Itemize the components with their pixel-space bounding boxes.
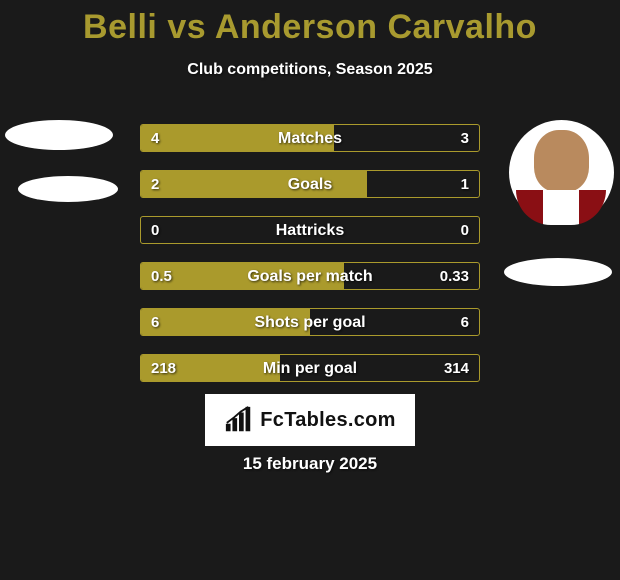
title-player2: Anderson Carvalho bbox=[215, 8, 537, 46]
bar-row: 4Matches3 bbox=[140, 124, 480, 152]
page-title: Belli vs Anderson Carvalho bbox=[0, 0, 620, 47]
bar-row: 218Min per goal314 bbox=[140, 354, 480, 382]
comparison-bars: 4Matches3 2Goals1 0Hattricks0 0.5Goals per … bbox=[140, 124, 480, 400]
bar-row: 2Goals1 bbox=[140, 170, 480, 198]
bar-row: 6Shots per goal6 bbox=[140, 308, 480, 336]
bar-label: Goals bbox=[141, 171, 479, 198]
bar-label: Hattricks bbox=[141, 217, 479, 244]
bar-value-right: 0 bbox=[461, 217, 469, 244]
bar-label: Goals per match bbox=[141, 263, 479, 290]
bar-row: 0Hattricks0 bbox=[140, 216, 480, 244]
bar-label: Shots per goal bbox=[141, 309, 479, 336]
avatar-left-ellipse-2 bbox=[18, 176, 118, 202]
date: 15 february 2025 bbox=[0, 454, 620, 474]
avatar-right-head bbox=[534, 130, 589, 192]
bar-value-right: 6 bbox=[461, 309, 469, 336]
avatar-right-ellipse bbox=[504, 258, 612, 286]
bar-value-right: 3 bbox=[461, 125, 469, 152]
logo-icon bbox=[224, 406, 254, 434]
subtitle: Club competitions, Season 2025 bbox=[0, 61, 620, 79]
logo-box: FcTables.com bbox=[205, 394, 415, 446]
title-vs: vs bbox=[167, 8, 206, 46]
avatar-right-jersey bbox=[516, 190, 606, 225]
bar-value-right: 1 bbox=[461, 171, 469, 198]
logo-text: FcTables.com bbox=[260, 409, 396, 432]
avatar-left-ellipse-1 bbox=[5, 120, 113, 150]
bar-label: Min per goal bbox=[141, 355, 479, 382]
avatar-right bbox=[509, 120, 614, 225]
bar-label: Matches bbox=[141, 125, 479, 152]
title-player1: Belli bbox=[83, 8, 157, 46]
bar-value-right: 0.33 bbox=[440, 263, 469, 290]
bar-value-right: 314 bbox=[444, 355, 469, 382]
bar-row: 0.5Goals per match0.33 bbox=[140, 262, 480, 290]
